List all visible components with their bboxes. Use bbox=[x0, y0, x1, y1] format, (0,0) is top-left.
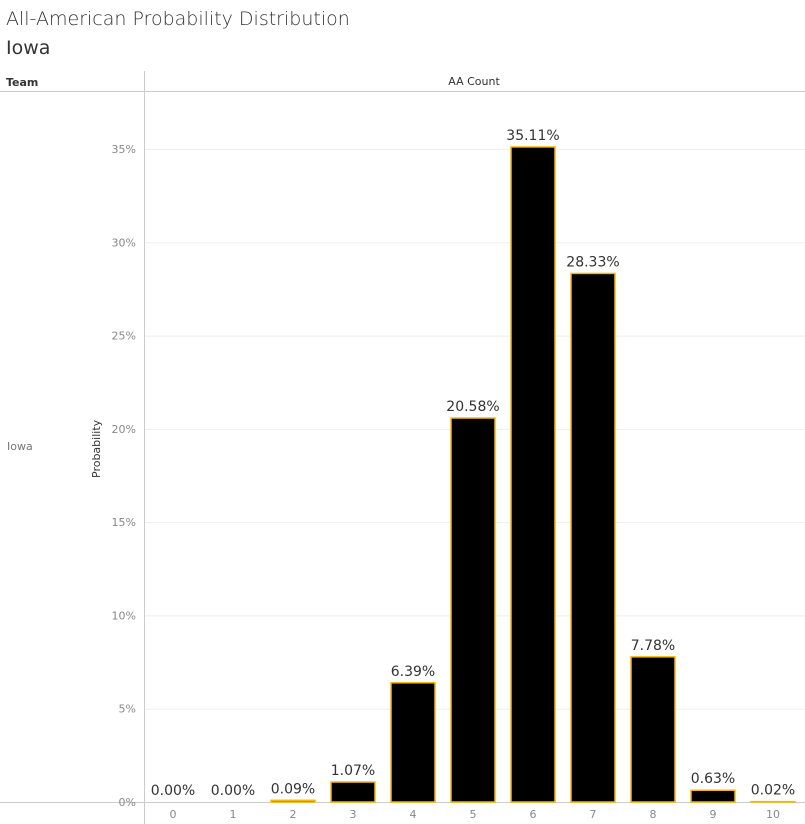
y-tick-label: 5% bbox=[119, 703, 136, 716]
team-header[interactable]: Team bbox=[6, 76, 39, 89]
bar-3[interactable] bbox=[330, 781, 376, 803]
x-tick-label: 5 bbox=[470, 808, 477, 821]
data-label: 0.00% bbox=[211, 783, 255, 799]
y-tick-label: 10% bbox=[112, 609, 136, 622]
bar-6[interactable] bbox=[510, 146, 556, 803]
bar-5[interactable] bbox=[450, 417, 496, 803]
y-tick-label: 0% bbox=[119, 796, 136, 809]
data-label: 28.33% bbox=[566, 254, 619, 270]
y-tick-label: 25% bbox=[112, 330, 136, 343]
bar-9[interactable] bbox=[690, 789, 736, 803]
chart-title: All-American Probability Distribution bbox=[6, 8, 350, 30]
y-tick-label: 30% bbox=[112, 236, 136, 249]
x-tick-label: 0 bbox=[170, 808, 177, 821]
data-label: 0.02% bbox=[751, 783, 795, 799]
data-label: 0.00% bbox=[151, 783, 195, 799]
x-tick-label: 3 bbox=[350, 808, 357, 821]
x-tick-label: 9 bbox=[710, 808, 717, 821]
team-row-label[interactable]: Iowa bbox=[7, 440, 33, 453]
x-tick-label: 1 bbox=[230, 808, 237, 821]
x-tick-label: 6 bbox=[530, 808, 537, 821]
x-tick-label: 7 bbox=[590, 808, 597, 821]
y-tick-label: 35% bbox=[112, 143, 136, 156]
data-label: 0.63% bbox=[691, 771, 735, 787]
bar-4[interactable] bbox=[390, 682, 436, 803]
y-tick-label: 20% bbox=[112, 423, 136, 436]
bar-2[interactable] bbox=[270, 799, 316, 803]
data-label: 6.39% bbox=[391, 664, 435, 680]
aa-count-header[interactable]: AA Count bbox=[448, 75, 500, 88]
bar-7[interactable] bbox=[570, 272, 616, 803]
chart-subtitle: Iowa bbox=[6, 37, 51, 59]
data-label: 0.09% bbox=[271, 781, 315, 797]
data-label: 1.07% bbox=[331, 763, 375, 779]
data-label: 35.11% bbox=[506, 128, 559, 144]
x-tick-label: 4 bbox=[410, 808, 417, 821]
y-tick-label: 15% bbox=[112, 516, 136, 529]
bar-8[interactable] bbox=[630, 656, 676, 803]
x-tick-label: 10 bbox=[766, 808, 780, 821]
x-tick-label: 8 bbox=[650, 808, 657, 821]
data-label: 20.58% bbox=[446, 399, 499, 415]
x-tick-label: 2 bbox=[290, 808, 297, 821]
data-label: 7.78% bbox=[631, 638, 675, 654]
